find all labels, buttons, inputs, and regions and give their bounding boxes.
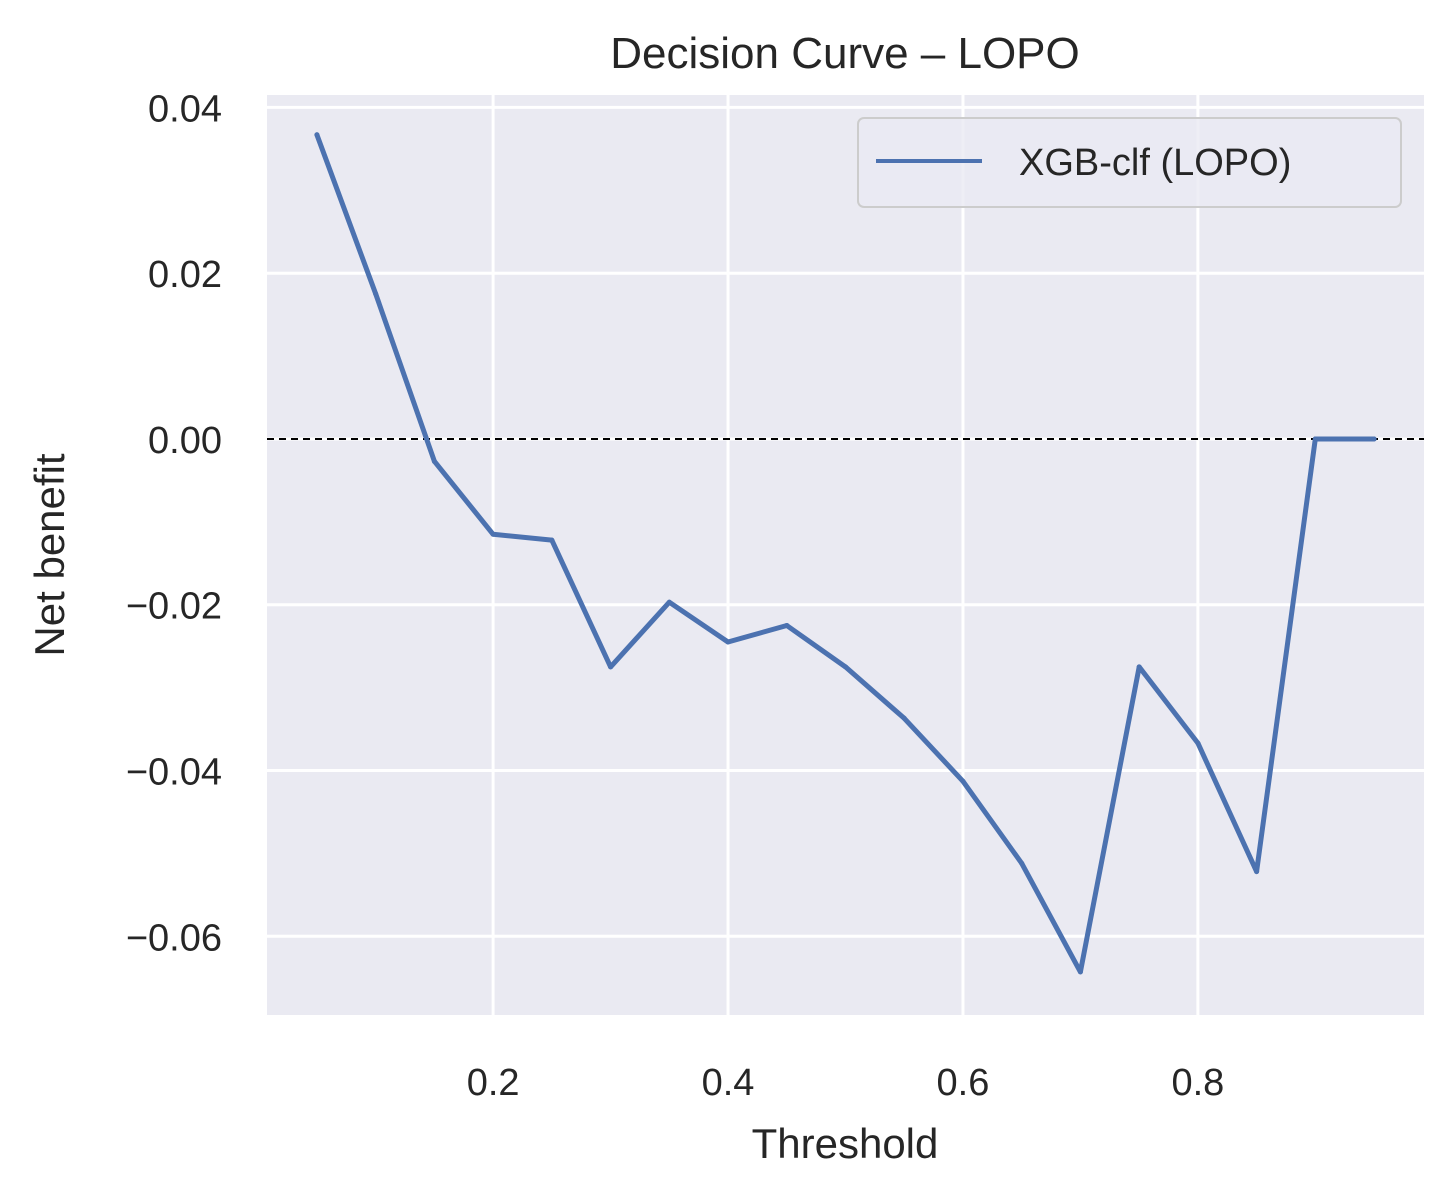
y-tick-label: −0.06 [126, 917, 222, 959]
data-point-0-18 [1371, 436, 1377, 442]
y-tick-label: −0.02 [126, 586, 222, 628]
y-tick-label: 0.00 [148, 420, 222, 462]
data-point-0-7 [725, 639, 731, 645]
data-point-0-4 [549, 537, 555, 543]
x-axis-label: Threshold [752, 1120, 939, 1167]
plot-area [267, 95, 1424, 1015]
data-point-0-15 [1195, 740, 1201, 746]
y-tick-label: 0.02 [148, 254, 222, 296]
x-tick-label: 0.6 [937, 1062, 990, 1104]
x-tick-label: 0.2 [467, 1062, 520, 1104]
data-point-0-9 [843, 664, 848, 670]
x-tick-label: 0.4 [702, 1062, 755, 1104]
x-tick-labels: 0.2 0.4 0.6 0.8 [467, 1062, 1225, 1104]
x-tick-label: 0.8 [1171, 1062, 1224, 1104]
data-point-0-2 [431, 458, 437, 464]
y-axis-label: Net benefit [26, 453, 73, 656]
data-point-0-8 [784, 622, 790, 628]
data-point-0-14 [1136, 664, 1142, 670]
data-point-0-12 [1019, 860, 1025, 866]
data-point-0-1 [373, 291, 379, 297]
data-point-0-16 [1254, 869, 1260, 875]
data-point-0-17 [1312, 436, 1318, 442]
data-point-0-5 [608, 664, 614, 670]
data-point-0-0 [314, 132, 320, 138]
legend-label-xgb: XGB-clf (LOPO) [1019, 142, 1291, 184]
data-point-0-10 [901, 715, 907, 721]
data-point-0-13 [1077, 969, 1083, 975]
y-tick-labels: 0.04 0.02 0.00 −0.02 −0.04 −0.06 [126, 88, 222, 959]
data-point-0-6 [666, 599, 672, 605]
data-point-0-3 [490, 531, 496, 537]
legend-box [857, 117, 1402, 208]
chart-title: Decision Curve – LOPO [610, 29, 1080, 78]
y-tick-label: −0.04 [126, 751, 222, 793]
series-group [314, 132, 1377, 975]
data-point-0-11 [960, 778, 966, 784]
legend: XGB-clf (LOPO) [857, 117, 1402, 208]
y-tick-label: 0.04 [148, 88, 222, 130]
